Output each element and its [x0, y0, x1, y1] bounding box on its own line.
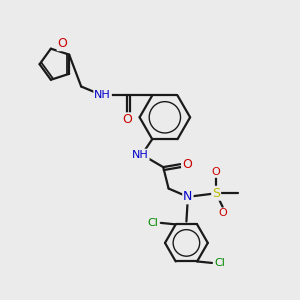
Text: Cl: Cl [215, 258, 226, 268]
Text: N: N [183, 190, 193, 203]
Text: O: O [182, 158, 192, 171]
Text: O: O [218, 208, 227, 218]
Text: S: S [212, 187, 220, 200]
Text: NH: NH [132, 150, 149, 160]
Text: O: O [122, 113, 132, 126]
Text: O: O [58, 37, 68, 50]
Text: O: O [212, 167, 220, 177]
Text: Cl: Cl [147, 218, 158, 228]
Text: NH: NH [94, 90, 111, 100]
